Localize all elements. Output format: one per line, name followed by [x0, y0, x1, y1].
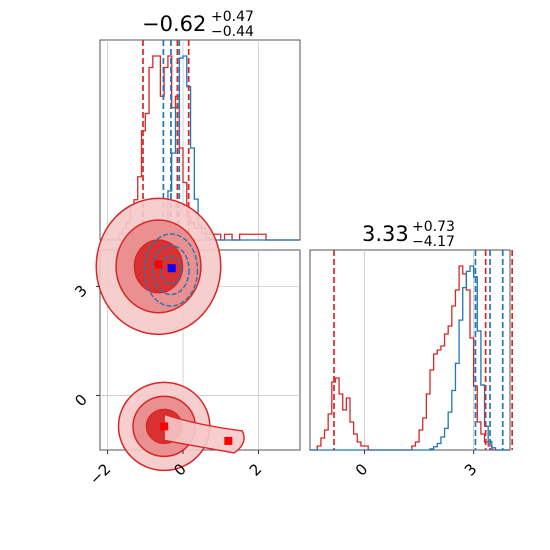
panel-hist-param2-frame	[309, 249, 511, 451]
marker-series-0-0	[154, 260, 163, 269]
ytick-label-param2-1: 3	[71, 281, 90, 300]
title-param2-median: 3.33	[362, 222, 409, 246]
title-param1-minus: −0.44	[211, 24, 254, 40]
xtick-label-param1-2: 2	[246, 460, 265, 479]
title-param2-minus: −4.17	[412, 234, 455, 250]
title-param2-plus: +0.73	[412, 219, 455, 235]
ytick-label-param2-0: 0	[71, 391, 90, 410]
title-param1-plus: +0.47	[211, 9, 254, 25]
hist-param2-series-1	[310, 265, 510, 451]
contour-series-1-mode-0-level-0	[143, 233, 199, 307]
title-param2: 3.33 +0.73 −4.17	[362, 219, 455, 250]
xtick-label-param2-0: 0	[352, 460, 371, 479]
hist-param2-series-0	[310, 265, 510, 451]
marker-series-0-1	[160, 422, 169, 431]
contour-series-1-mode-0-level-1	[152, 244, 190, 296]
title-param1: −0.62 +0.47 −0.44	[142, 9, 254, 40]
marker-series-0-2	[224, 436, 233, 445]
contour-series-0-tail-lobe	[163, 413, 245, 454]
title-param1-median: −0.62	[142, 12, 206, 36]
marker-series-1-0	[167, 264, 176, 273]
contour-series-1-mode-0-level-2	[159, 255, 182, 285]
xtick-label-param2-1: 3	[461, 460, 480, 479]
panel-hist-param2	[309, 249, 514, 451]
panel-joint-2d	[95, 197, 301, 472]
xtick-label-param1-0: −2	[86, 460, 114, 488]
